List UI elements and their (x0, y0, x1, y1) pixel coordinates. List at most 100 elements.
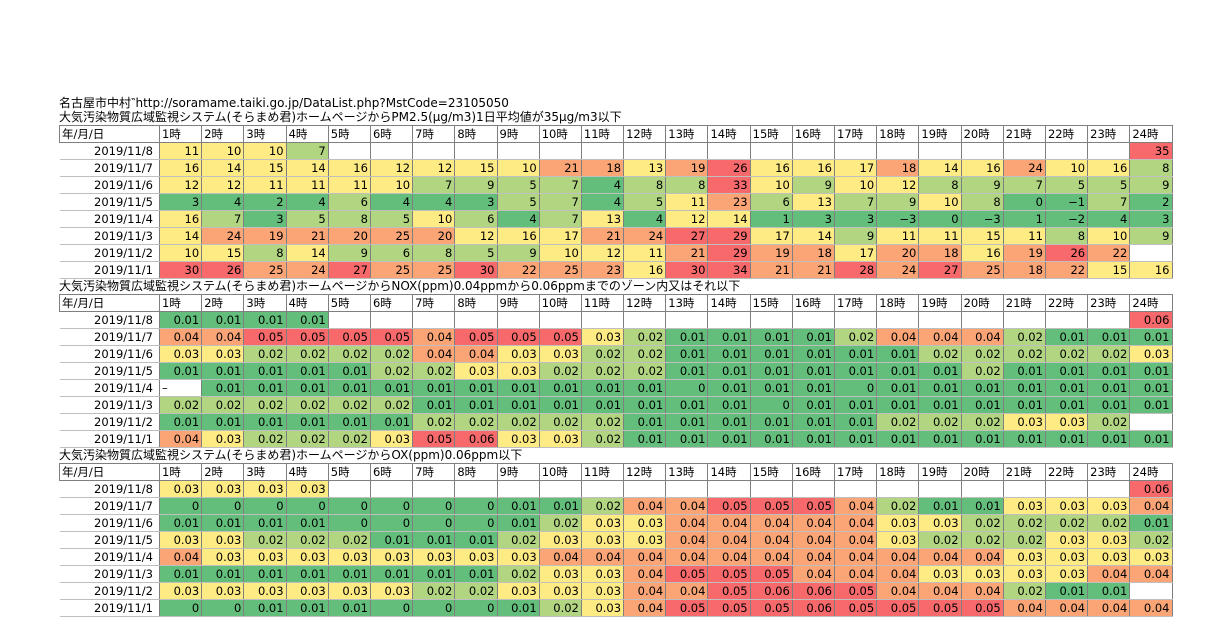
value-cell[interactable]: 0.03 (286, 548, 329, 566)
value-cell[interactable]: 0 (370, 497, 414, 515)
value-cell[interactable]: 0.01 (454, 379, 498, 397)
value-cell[interactable]: 25 (539, 261, 582, 279)
value-cell[interactable]: 0.04 (876, 582, 920, 600)
value-cell[interactable]: 0.03 (1087, 548, 1131, 566)
value-cell[interactable]: 0.01 (961, 379, 1004, 397)
value-cell[interactable]: 3 (834, 210, 878, 228)
value-cell[interactable]: 11 (876, 227, 920, 245)
value-cell[interactable]: 0.03 (581, 328, 625, 346)
value-cell[interactable]: 0.04 (1003, 599, 1046, 617)
value-cell[interactable]: 8 (412, 244, 456, 262)
value-cell[interactable]: 10 (370, 176, 414, 194)
value-cell[interactable]: 0.02 (834, 328, 878, 346)
value-cell[interactable]: 13 (623, 159, 667, 177)
value-cell[interactable]: 23 (707, 193, 751, 211)
value-cell[interactable]: 0.06 (1129, 311, 1173, 329)
value-cell[interactable]: 0.01 (1129, 379, 1173, 397)
value-cell[interactable] (454, 142, 498, 160)
value-cell[interactable] (581, 480, 625, 498)
value-cell[interactable]: 0.02 (1087, 514, 1131, 532)
value-cell[interactable]: 0.04 (961, 582, 1004, 600)
value-cell[interactable]: 0.01 (1045, 362, 1089, 380)
value-cell[interactable]: 0 (412, 599, 456, 617)
value-cell[interactable]: 0.03 (539, 430, 582, 448)
value-cell[interactable]: 0.01 (370, 379, 414, 397)
value-cell[interactable]: 4 (370, 193, 414, 211)
value-cell[interactable]: 22 (497, 261, 540, 279)
value-cell[interactable]: 0.03 (201, 430, 245, 448)
value-cell[interactable] (1129, 413, 1173, 431)
value-cell[interactable]: 27 (918, 261, 962, 279)
value-cell[interactable]: 0.02 (201, 396, 245, 414)
value-cell[interactable]: 0.03 (243, 480, 287, 498)
value-cell[interactable]: 24 (1003, 159, 1046, 177)
value-cell[interactable]: 0.02 (412, 582, 456, 600)
value-cell[interactable]: 0.03 (328, 582, 371, 600)
value-cell[interactable]: 7 (201, 210, 245, 228)
value-cell[interactable] (370, 480, 414, 498)
value-cell[interactable]: 0.03 (201, 531, 245, 549)
value-cell[interactable]: 27 (665, 227, 709, 245)
value-cell[interactable]: 0 (834, 379, 878, 397)
value-cell[interactable]: 0.03 (286, 480, 329, 498)
value-cell[interactable]: 0.05 (876, 599, 920, 617)
value-cell[interactable]: 16 (1087, 159, 1131, 177)
value-cell[interactable]: 6 (370, 244, 414, 262)
value-cell[interactable]: 10 (834, 176, 878, 194)
value-cell[interactable] (707, 142, 751, 160)
value-cell[interactable] (1003, 311, 1046, 329)
value-cell[interactable]: 0.01 (581, 396, 625, 414)
value-cell[interactable]: 0.01 (159, 514, 203, 532)
value-cell[interactable]: 9 (454, 176, 498, 194)
value-cell[interactable] (497, 311, 540, 329)
value-cell[interactable] (750, 311, 793, 329)
value-cell[interactable]: 0.01 (243, 362, 287, 380)
value-cell[interactable]: 0.02 (497, 413, 540, 431)
value-cell[interactable]: 0.03 (876, 531, 920, 549)
value-cell[interactable]: 0.01 (243, 311, 287, 329)
value-cell[interactable]: 0.01 (665, 430, 709, 448)
value-cell[interactable]: 0.04 (1129, 565, 1173, 583)
value-cell[interactable]: 0.04 (834, 548, 878, 566)
value-cell[interactable]: 0.02 (1003, 345, 1046, 363)
value-cell[interactable]: 0.02 (159, 396, 203, 414)
value-cell[interactable]: 0.03 (1045, 548, 1089, 566)
value-cell[interactable]: 0.01 (750, 328, 793, 346)
value-cell[interactable]: 12 (454, 227, 498, 245)
value-cell[interactable]: 0.01 (1129, 362, 1173, 380)
value-cell[interactable]: 0.01 (1003, 430, 1046, 448)
value-cell[interactable]: 0.01 (792, 396, 836, 414)
value-cell[interactable]: 9 (792, 176, 836, 194)
value-cell[interactable]: 0.03 (1045, 565, 1089, 583)
value-cell[interactable]: 0.05 (707, 497, 751, 515)
value-cell[interactable]: 0.01 (876, 362, 920, 380)
value-cell[interactable]: 0.05 (412, 430, 456, 448)
value-cell[interactable]: 0.03 (370, 548, 414, 566)
value-cell[interactable]: 0 (201, 497, 245, 515)
value-cell[interactable]: 24 (286, 261, 329, 279)
value-cell[interactable]: 11 (665, 193, 709, 211)
value-cell[interactable]: 0.02 (1045, 514, 1089, 532)
value-cell[interactable]: 0.02 (286, 396, 329, 414)
value-cell[interactable]: 0.02 (539, 413, 582, 431)
value-cell[interactable] (370, 311, 414, 329)
value-cell[interactable]: 0.03 (454, 548, 498, 566)
value-cell[interactable]: 0.06 (454, 430, 498, 448)
value-cell[interactable]: 0.03 (159, 531, 203, 549)
value-cell[interactable]: 10 (201, 142, 245, 160)
value-cell[interactable]: 25 (370, 227, 414, 245)
value-cell[interactable]: 0.01 (792, 362, 836, 380)
value-cell[interactable]: 0.03 (1087, 531, 1131, 549)
value-cell[interactable]: 0 (328, 497, 371, 515)
value-cell[interactable]: 0.03 (159, 480, 203, 498)
value-cell[interactable]: 0.04 (454, 345, 498, 363)
value-cell[interactable] (328, 142, 371, 160)
value-cell[interactable] (1045, 142, 1089, 160)
value-cell[interactable]: 0.03 (497, 362, 540, 380)
value-cell[interactable]: 29 (707, 244, 751, 262)
value-cell[interactable]: 0.01 (497, 497, 540, 515)
value-cell[interactable]: 0.04 (792, 565, 836, 583)
value-cell[interactable] (1129, 244, 1173, 262)
value-cell[interactable]: 0.01 (243, 514, 287, 532)
value-cell[interactable] (961, 480, 1004, 498)
